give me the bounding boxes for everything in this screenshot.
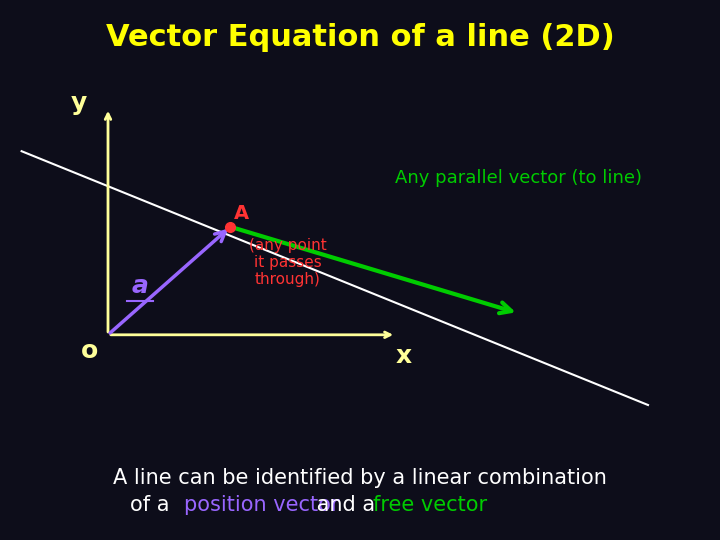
Text: free vector: free vector — [373, 495, 487, 515]
Text: Vector Equation of a line (2D): Vector Equation of a line (2D) — [106, 23, 614, 52]
Text: A: A — [233, 204, 249, 223]
Text: o: o — [81, 339, 99, 363]
Text: Any parallel vector (to line): Any parallel vector (to line) — [395, 169, 642, 187]
Text: of a: of a — [130, 495, 176, 515]
Text: and a: and a — [310, 495, 382, 515]
Text: x: x — [395, 345, 411, 368]
Text: a: a — [132, 274, 149, 298]
Text: A line can be identified by a linear combination: A line can be identified by a linear com… — [113, 468, 607, 488]
Text: (any point
it passes
through): (any point it passes through) — [249, 238, 327, 287]
Text: position vector: position vector — [184, 495, 339, 515]
Text: y: y — [71, 91, 87, 114]
